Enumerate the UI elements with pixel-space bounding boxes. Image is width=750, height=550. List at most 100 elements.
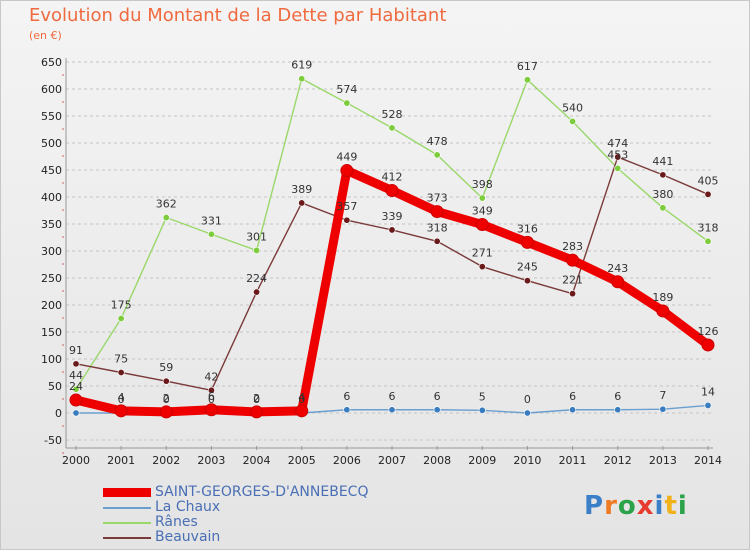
data-label: 6: [569, 390, 576, 403]
x-tick-label: 2000: [62, 454, 90, 467]
data-point: [704, 190, 712, 198]
logo-letter: o: [617, 491, 637, 521]
data-label: 349: [472, 205, 493, 218]
data-label: 339: [382, 210, 403, 223]
legend-swatch: [103, 537, 151, 539]
x-tick-label: 2003: [197, 454, 225, 467]
data-point: [343, 406, 351, 414]
data-point: [566, 253, 580, 267]
data-point: [159, 405, 173, 419]
data-point: [611, 275, 625, 289]
data-label: 301: [246, 230, 267, 243]
x-tick-label: 2006: [333, 454, 361, 467]
y-tick-label: 300: [41, 245, 62, 258]
data-label: 0: [208, 393, 215, 406]
data-point: [114, 404, 128, 418]
data-label: 0: [298, 393, 305, 406]
data-point: [253, 246, 261, 254]
data-label: 221: [562, 274, 583, 287]
legend-label: SAINT-GEORGES-D'ANNEBECQ: [155, 484, 369, 500]
legend-swatch: [103, 522, 151, 524]
data-label: 6: [208, 390, 215, 403]
x-tick-label: 2005: [288, 454, 316, 467]
data-point: [704, 237, 712, 245]
y-tick-label: 550: [41, 110, 62, 123]
x-tick-label: 2002: [152, 454, 180, 467]
data-label: 412: [382, 171, 403, 184]
data-point: [250, 405, 264, 419]
data-label: 619: [291, 59, 312, 72]
data-label: 2: [253, 392, 260, 405]
data-point: [343, 216, 351, 224]
data-point: [569, 117, 577, 125]
data-label: 14: [701, 385, 715, 398]
data-point: [701, 338, 715, 352]
data-label: 362: [156, 198, 177, 211]
data-point: [388, 406, 396, 414]
x-tick-label: 2008: [423, 454, 451, 467]
y-tick-label: 500: [41, 137, 62, 150]
proxiti-logo: Proxiti: [584, 491, 688, 521]
data-point: [433, 237, 441, 245]
legend-swatch: [103, 488, 151, 497]
y-tick-label: 650: [41, 56, 62, 69]
data-point: [204, 403, 218, 417]
logo-letter: x: [636, 491, 655, 521]
data-point: [117, 314, 125, 322]
y-tick-label: -50: [44, 434, 62, 447]
data-point: [659, 171, 667, 179]
data-point: [253, 288, 261, 296]
data-label: 271: [472, 247, 493, 260]
data-point: [72, 360, 80, 368]
y-tick-label: 600: [41, 83, 62, 96]
data-label: 0: [253, 393, 260, 406]
data-label: 398: [472, 178, 493, 191]
data-label: 91: [69, 344, 83, 357]
data-point: [298, 75, 306, 83]
data-point: [433, 151, 441, 159]
data-point: [69, 393, 83, 407]
data-point: [523, 277, 531, 285]
y-tick-label: 50: [48, 380, 62, 393]
x-tick-label: 2007: [378, 454, 406, 467]
data-point: [162, 214, 170, 222]
data-label: 0: [524, 393, 531, 406]
data-label: 453: [607, 148, 628, 161]
data-point: [704, 401, 712, 409]
legend-label: Beauvain: [155, 529, 221, 545]
x-tick-label: 2013: [649, 454, 677, 467]
data-point: [388, 124, 396, 132]
x-tick-label: 2012: [604, 454, 632, 467]
data-label: 540: [562, 101, 583, 114]
data-label: 5: [479, 390, 486, 403]
data-point: [343, 99, 351, 107]
data-point: [569, 406, 577, 414]
data-label: 528: [382, 108, 403, 121]
data-label: 42: [204, 370, 218, 383]
data-label: 0: [163, 393, 170, 406]
data-label: 2: [163, 392, 170, 405]
data-label: 316: [517, 222, 538, 235]
data-point: [117, 368, 125, 376]
data-point: [207, 386, 215, 394]
chart-title: Evolution du Montant de la Dette par Hab…: [29, 5, 447, 26]
data-point: [478, 406, 486, 414]
data-point: [478, 194, 486, 202]
data-label: 243: [607, 262, 628, 275]
y-tick-label: 350: [41, 218, 62, 231]
data-label: 4: [298, 391, 305, 404]
data-point: [659, 204, 667, 212]
x-tick-label: 2010: [513, 454, 541, 467]
data-label: 574: [336, 83, 357, 96]
logo-letter: P: [584, 491, 605, 521]
data-label: 224: [246, 272, 267, 285]
data-point: [433, 406, 441, 414]
data-label: 0: [118, 393, 125, 406]
data-point: [656, 304, 670, 318]
data-label: 373: [427, 192, 448, 205]
data-label: 405: [698, 174, 719, 187]
data-point: [385, 184, 399, 198]
unit-label: (en €): [29, 29, 62, 42]
